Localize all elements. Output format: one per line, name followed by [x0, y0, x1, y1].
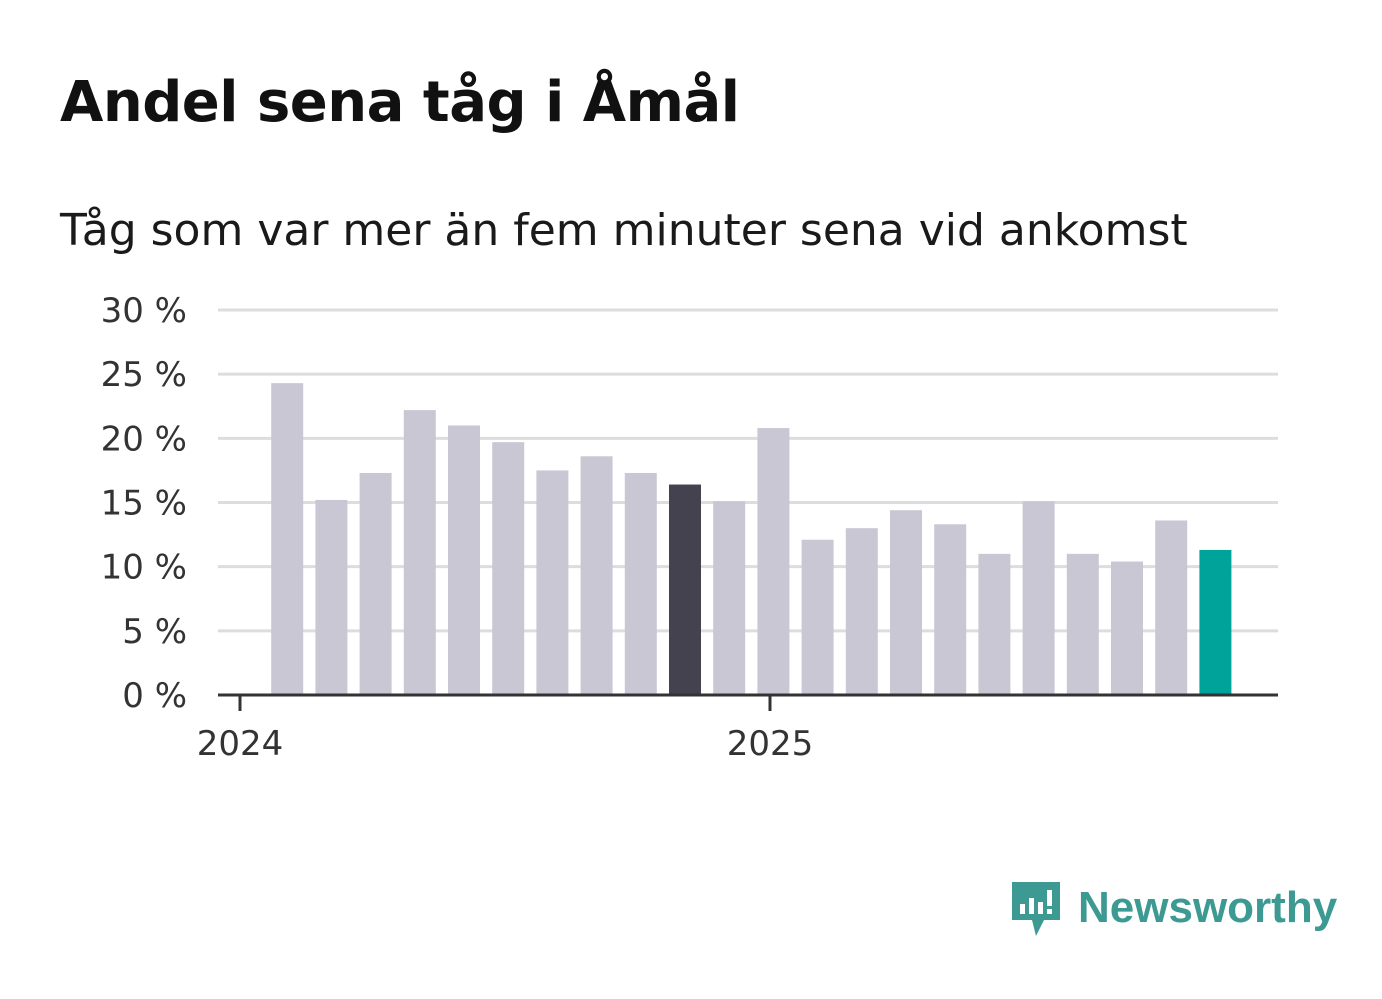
- bar-2025-02: [801, 539, 834, 695]
- bar-2025-11: [1199, 549, 1232, 695]
- x-tick-label: 2024: [197, 724, 284, 764]
- bar-2024-11: [669, 484, 701, 695]
- y-tick-label: 10 %: [101, 548, 187, 588]
- bar-2024-09: [580, 456, 613, 695]
- bar-2024-08: [536, 470, 569, 695]
- y-tick-label: 5 %: [122, 612, 187, 652]
- bar-2025-08: [1066, 553, 1099, 695]
- bar-2024-05: [403, 410, 436, 695]
- x-tick-label: 2025: [727, 724, 814, 764]
- bar-2025-05: [934, 524, 967, 695]
- newsworthy-logo: Newsworthy: [1010, 878, 1337, 938]
- chart-title: Andel sena tåg i Åmål: [60, 70, 740, 135]
- bar-2025-01: [757, 428, 790, 695]
- bar-2024-10: [624, 472, 657, 695]
- bar-2025-03: [845, 528, 878, 695]
- y-axis-labels: 0 % 5 % 10 % 15 % 20 % 25 % 30 %: [101, 291, 187, 716]
- bar-chart: 0 % 5 % 10 % 15 % 20 % 25 % 30 % 2024 2025: [101, 291, 1278, 764]
- bar-2024-03: [315, 499, 348, 695]
- bar-2025-09: [1111, 561, 1143, 695]
- y-tick-label: 25 %: [101, 355, 187, 395]
- bar-2025-06: [978, 553, 1011, 695]
- y-tick-label: 30 %: [101, 291, 187, 331]
- bar-2024-12: [713, 501, 746, 695]
- x-axis: 2024 2025: [197, 693, 1278, 764]
- y-tick-label: 20 %: [101, 419, 187, 459]
- bar-2024-02: [271, 383, 304, 695]
- brand-name: Newsworthy: [1078, 883, 1338, 932]
- bar-2024-04: [359, 472, 392, 695]
- bar-2024-07: [492, 442, 525, 695]
- chart-subtitle: Tåg som var mer än fem minuter sena vid …: [60, 205, 1188, 256]
- bars: [271, 383, 1232, 695]
- bar-2025-04: [890, 510, 922, 695]
- bar-2025-10: [1155, 520, 1188, 695]
- y-tick-label: 0 %: [122, 676, 187, 716]
- newsworthy-icon: [1012, 882, 1060, 936]
- bar-2025-07: [1022, 501, 1055, 695]
- bar-2024-06: [448, 425, 480, 695]
- y-tick-label: 15 %: [101, 484, 187, 524]
- gridlines: [218, 308, 1278, 633]
